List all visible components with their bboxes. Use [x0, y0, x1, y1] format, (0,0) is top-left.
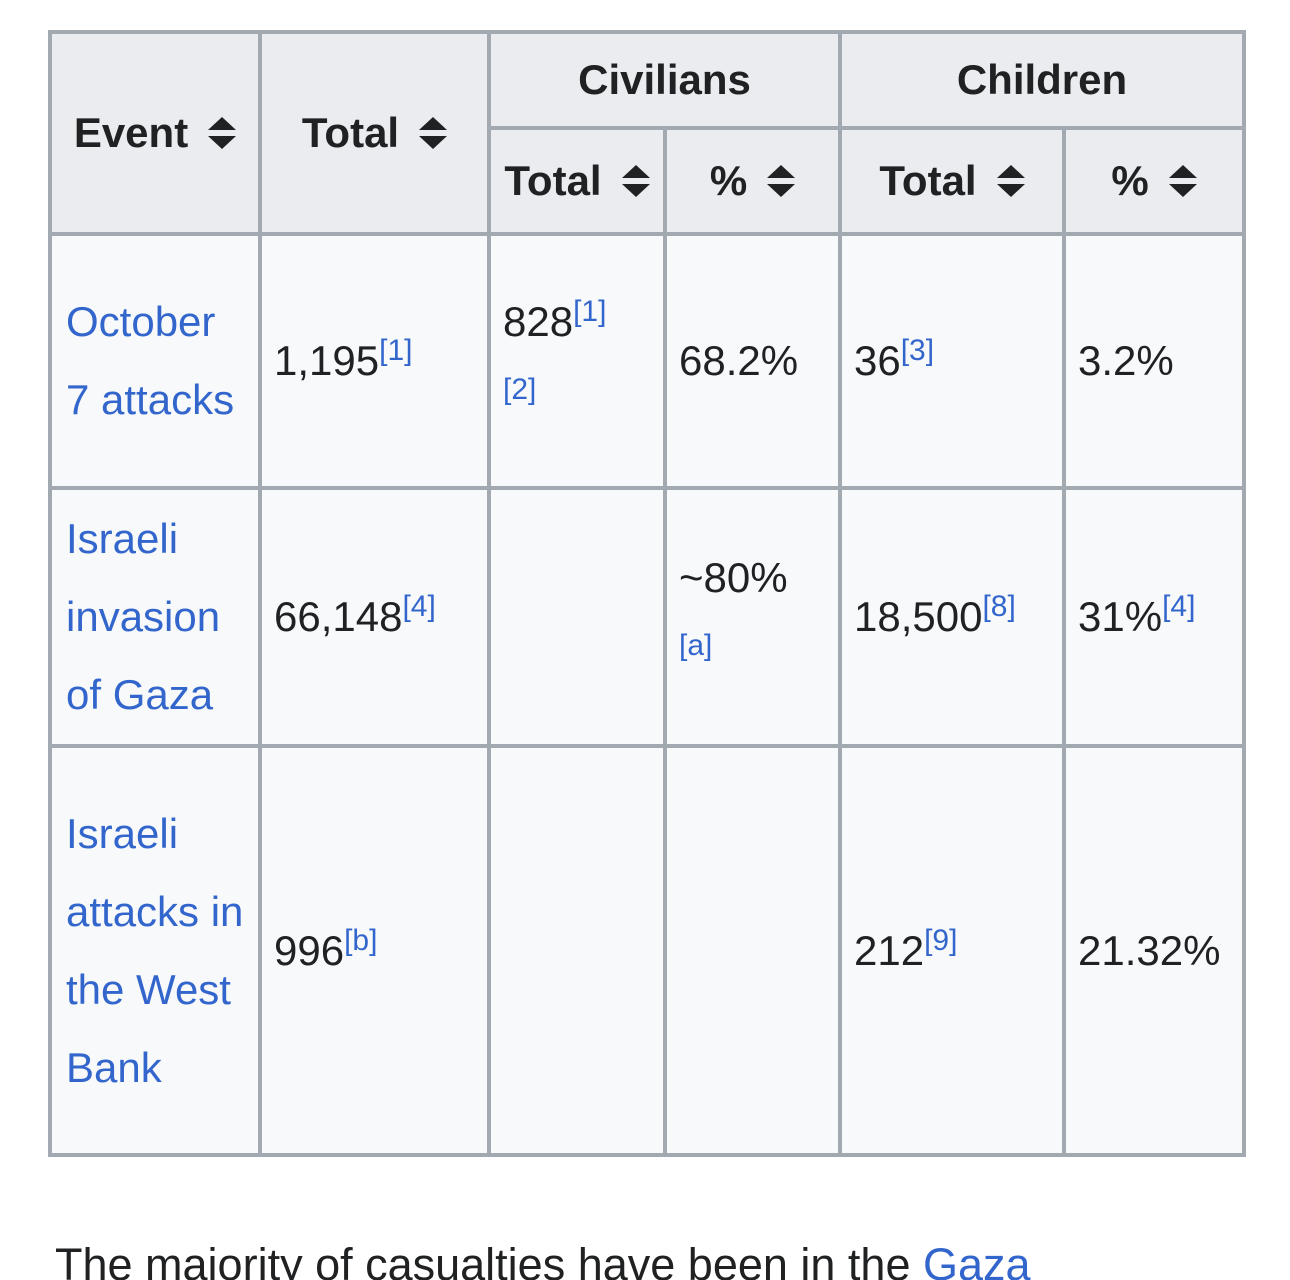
civilians-total-value: 828	[503, 298, 574, 345]
event-link[interactable]: Israeli invasion of Gaza	[66, 515, 221, 718]
ref-link[interactable]: [4]	[402, 590, 436, 623]
reference-marker: [9]	[924, 924, 957, 957]
sort-down-arrow-icon	[621, 183, 650, 197]
sort-down-arrow-icon	[996, 183, 1025, 197]
sort-up-arrow-icon	[419, 116, 448, 130]
civilians-percent-value: 68.2%	[679, 337, 799, 384]
event-link[interactable]: October 7 attacks	[66, 298, 235, 423]
children-total-value: 36	[854, 337, 901, 384]
civilians-percent-label: %	[709, 156, 748, 204]
body-paragraph: The majority of casualties have been in …	[55, 1235, 1031, 1280]
note-marker: [b]	[344, 924, 377, 957]
children-group-label: Children	[956, 55, 1128, 103]
cell-children-total: 36[3]	[838, 232, 1066, 490]
reference-marker: [1]	[573, 295, 606, 328]
cell-event: October 7 attacks	[48, 232, 262, 490]
column-header-event[interactable]: Event	[48, 30, 262, 236]
ref-link[interactable]: [4]	[1162, 590, 1196, 623]
casualties-table: Event Total Civilians Children	[48, 30, 1246, 1157]
children-percent-value: 3.2%	[1078, 337, 1174, 384]
children-total-value: 212	[854, 926, 925, 974]
sort-icon[interactable]	[767, 164, 796, 197]
sort-down-arrow-icon	[1168, 183, 1197, 197]
reference-marker: [4]	[1162, 590, 1195, 623]
civilians-total-label: Total	[504, 156, 602, 204]
paragraph-text: The majority of casualties have been in …	[55, 1239, 923, 1280]
sort-up-arrow-icon	[621, 164, 650, 178]
cell-children-total: 18,500[8]	[838, 486, 1066, 748]
note-link[interactable]: [a]	[679, 629, 713, 662]
cell-total: 1,195[1]	[258, 232, 491, 490]
table-row: October 7 attacks 1,195[1] 828[1] [2] 68…	[48, 232, 1246, 490]
note-marker: [a]	[679, 629, 712, 662]
sort-icon[interactable]	[1168, 164, 1197, 197]
note-link[interactable]: [b]	[344, 923, 378, 957]
cell-event: Israeli attacks in the West Bank	[48, 744, 262, 1157]
column-header-civilians-total[interactable]: Total	[487, 126, 667, 236]
column-group-header-civilians: Civilians	[487, 30, 842, 130]
ref-link[interactable]: [3]	[900, 334, 935, 367]
reference-marker: [4]	[402, 590, 435, 623]
sort-icon[interactable]	[621, 164, 650, 197]
children-percent-label: %	[1111, 156, 1149, 204]
total-value: 66,148	[274, 593, 403, 640]
column-group-header-children: Children	[838, 30, 1246, 130]
sort-down-arrow-icon	[767, 183, 796, 197]
sort-up-arrow-icon	[208, 116, 237, 130]
table-row: Israeli invasion of Gaza 66,148[4] ~80% …	[48, 486, 1246, 748]
column-header-event-label: Event	[73, 108, 189, 156]
gaza-link[interactable]: Gaza	[923, 1239, 1031, 1280]
cell-total: 66,148[4]	[258, 486, 491, 748]
cell-civilians-percent: ~80% [a]	[663, 486, 842, 748]
children-percent-value: 31%	[1078, 593, 1163, 640]
cell-civilians-total: 828[1] [2]	[487, 232, 667, 490]
total-value: 1,195	[274, 337, 380, 384]
cell-children-percent: 31%[4]	[1062, 486, 1246, 748]
cell-civilians-total	[487, 486, 667, 748]
cell-children-percent: 3.2%	[1062, 232, 1246, 490]
sort-icon[interactable]	[208, 116, 237, 149]
ref-link[interactable]: [1]	[573, 295, 607, 328]
sort-up-arrow-icon	[996, 164, 1025, 178]
civilians-group-label: Civilians	[578, 55, 751, 103]
ref-link[interactable]: [9]	[924, 923, 958, 957]
children-percent-value: 21.32%	[1078, 926, 1221, 974]
cell-civilians-total	[487, 744, 667, 1157]
sort-down-arrow-icon	[208, 135, 237, 149]
cell-event: Israeli invasion of Gaza	[48, 486, 262, 748]
reference-marker: [2]	[503, 373, 536, 406]
sort-icon[interactable]	[996, 164, 1025, 197]
event-link[interactable]: Israeli attacks in the West Bank	[66, 809, 244, 1091]
cell-children-percent: 21.32%	[1062, 744, 1246, 1157]
ref-link[interactable]: [2]	[503, 373, 537, 406]
column-header-children-percent[interactable]: %	[1062, 126, 1246, 236]
cell-total: 996[b]	[258, 744, 491, 1157]
column-header-children-total[interactable]: Total	[838, 126, 1066, 236]
reference-marker: [3]	[901, 334, 934, 367]
column-header-total-label: Total	[301, 108, 400, 156]
sort-icon[interactable]	[419, 116, 448, 149]
sort-up-arrow-icon	[1168, 164, 1197, 178]
reference-marker: [8]	[982, 590, 1015, 623]
reference-marker: [1]	[379, 334, 412, 367]
sort-up-arrow-icon	[767, 164, 796, 178]
ref-link[interactable]: [8]	[982, 590, 1016, 623]
ref-link[interactable]: [1]	[379, 334, 413, 367]
total-value: 996	[274, 926, 345, 974]
civilians-percent-value: ~80%	[679, 554, 788, 601]
column-header-civilians-percent[interactable]: %	[663, 126, 842, 236]
children-total-label: Total	[879, 156, 977, 204]
sort-down-arrow-icon	[419, 135, 448, 149]
children-total-value: 18,500	[854, 593, 983, 640]
table-row: Israeli attacks in the West Bank 996[b] …	[48, 744, 1246, 1157]
cell-children-total: 212[9]	[838, 744, 1066, 1157]
cell-civilians-percent: 68.2%	[663, 232, 842, 490]
column-header-total[interactable]: Total	[258, 30, 491, 236]
cell-civilians-percent	[663, 744, 842, 1157]
